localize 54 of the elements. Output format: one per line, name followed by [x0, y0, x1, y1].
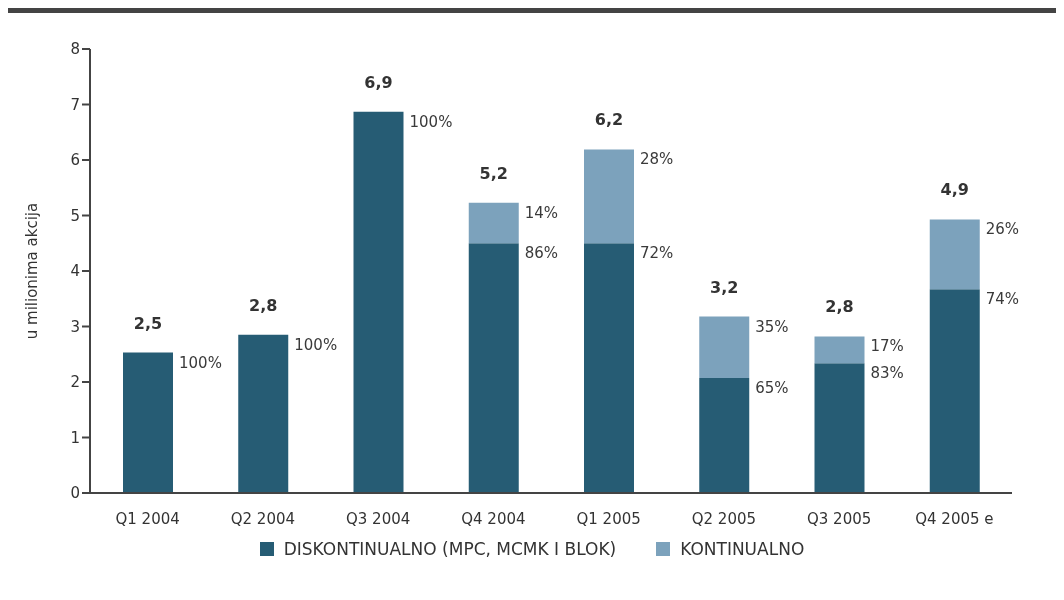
- bar: [468, 202, 519, 244]
- x-tick-label: Q4 2005 e: [915, 509, 994, 528]
- annotation: 74%: [985, 290, 1020, 309]
- bar: [699, 378, 750, 493]
- total-label: 3,2: [710, 277, 739, 297]
- total-label: 6,9: [364, 72, 393, 92]
- y-tick-label: 1: [70, 428, 80, 447]
- bar: [814, 336, 865, 364]
- legend-label: DISKONTINUALNO (MPC, MCMK I BLOK): [283, 539, 617, 559]
- x-tick-label: Q1 2004: [115, 509, 180, 528]
- bar: [123, 352, 173, 493]
- bar: [584, 243, 634, 493]
- x-tick-label: Q4 2004: [461, 509, 526, 528]
- bar: [468, 243, 519, 493]
- bar: [929, 289, 980, 493]
- bar: [699, 316, 750, 379]
- annotation: 72%: [640, 244, 674, 263]
- bar: [584, 149, 634, 244]
- annotation: 100%: [179, 353, 222, 372]
- annotation: 100%: [409, 112, 453, 131]
- total-label: 5,2: [479, 163, 508, 183]
- y-tick-label: 7: [70, 95, 80, 114]
- annotation: 26%: [985, 220, 1020, 239]
- annotation: 86%: [524, 244, 559, 263]
- bar: [353, 111, 404, 493]
- x-tick-label: Q2 2004: [230, 509, 296, 528]
- x-tick-label: Q1 2005: [576, 509, 641, 528]
- annotation: 14%: [524, 203, 559, 222]
- y-tick-label: 8: [70, 40, 80, 59]
- total-label: 2,5: [133, 313, 163, 333]
- y-tick-label: 4: [70, 262, 80, 281]
- y-tick-label: 6: [70, 151, 80, 170]
- total-label: 6,2: [594, 110, 624, 130]
- y-tick-label: 5: [70, 206, 80, 225]
- total-label: 4,9: [940, 180, 969, 200]
- y-tick-label: 2: [70, 373, 80, 392]
- x-tick-label: Q3 2004: [345, 509, 411, 528]
- annotation: 65%: [755, 379, 789, 398]
- total-label: 2,8: [249, 295, 278, 315]
- y-axis-title: u milionima akcija: [23, 202, 42, 340]
- annotation: 83%: [870, 364, 904, 383]
- y-tick-label: 3: [70, 317, 80, 336]
- x-tick-label: Q2 2005: [691, 509, 757, 528]
- annotation: 100%: [294, 335, 338, 354]
- annotation: 35%: [755, 317, 789, 336]
- x-tick-label: Q3 2005: [806, 509, 872, 528]
- bar: [929, 219, 980, 290]
- bar: [238, 334, 289, 493]
- annotation: 17%: [870, 337, 904, 356]
- y-tick-label: 0: [70, 484, 80, 503]
- total-label: 2,8: [825, 297, 854, 317]
- annotation: 28%: [640, 150, 674, 169]
- bar: [814, 363, 865, 493]
- legend-label: KONTINUALNO: [680, 539, 805, 559]
